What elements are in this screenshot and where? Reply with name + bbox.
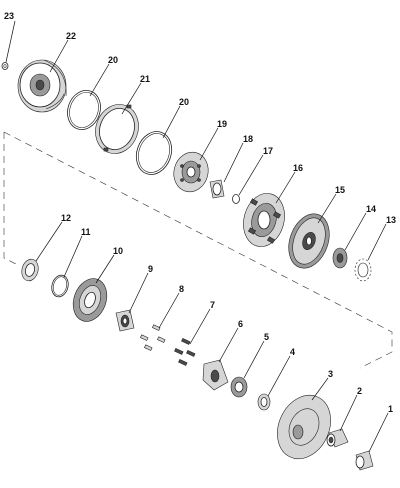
part-17-ring [232,194,240,204]
label-part-20-upper: 20 [108,55,118,65]
label-part-3: 3 [328,369,333,379]
label-part-7: 7 [210,300,215,310]
part-9-needle-bearing [115,309,135,332]
label-part-9: 9 [148,264,153,274]
part-15-gear [288,213,330,269]
label-part-22: 22 [66,31,76,41]
part-18-bushing [209,179,225,199]
part-10-bearing [72,278,108,322]
label-part-21: 21 [140,74,150,84]
label-part-8: 8 [179,284,184,294]
assembly-axis-lines [3,131,393,369]
label-part-23: 23 [4,11,14,21]
label-part-20-lower: 20 [179,97,189,107]
label-part-16: 16 [293,163,303,173]
part-8-pins [140,324,166,351]
label-part-15: 15 [335,185,345,195]
part-23-washer [1,62,9,70]
part-22-housing [17,59,67,113]
part-2-sleeve [326,428,349,448]
label-part-5: 5 [264,332,269,342]
label-part-1: 1 [388,404,393,414]
part-3-sheave [277,394,331,460]
part-7-rollers [174,338,196,366]
leader-lines [5,20,389,453]
part-14-small-gear [332,247,348,269]
label-part-2: 2 [357,386,362,396]
label-part-13: 13 [386,215,396,225]
part-4-washer [257,393,271,411]
label-part-17: 17 [263,146,273,156]
part-6-cam [202,359,229,391]
label-part-19: 19 [217,119,227,129]
label-part-14: 14 [366,204,376,214]
part-19-disc [173,151,209,193]
part-5-bearing [230,376,248,398]
part-20-snap-ring-lower [135,131,173,175]
label-part-4: 4 [290,347,295,357]
part-12-toothed-ring [21,258,39,282]
part-number-labels: 23 22 20 21 20 19 18 17 16 15 14 13 12 1… [4,11,396,414]
part-11-snap-ring [51,274,69,298]
part-16-hub [243,193,285,247]
label-part-11: 11 [81,227,91,237]
part-13-bearing-ring [354,258,372,282]
label-part-10: 10 [113,246,123,256]
label-part-18: 18 [243,134,253,144]
label-part-12: 12 [61,213,71,223]
label-part-6: 6 [238,319,243,329]
part-20-snap-ring-upper [67,90,101,130]
part-1-bushing [355,450,374,471]
part-21-plate [95,104,139,154]
